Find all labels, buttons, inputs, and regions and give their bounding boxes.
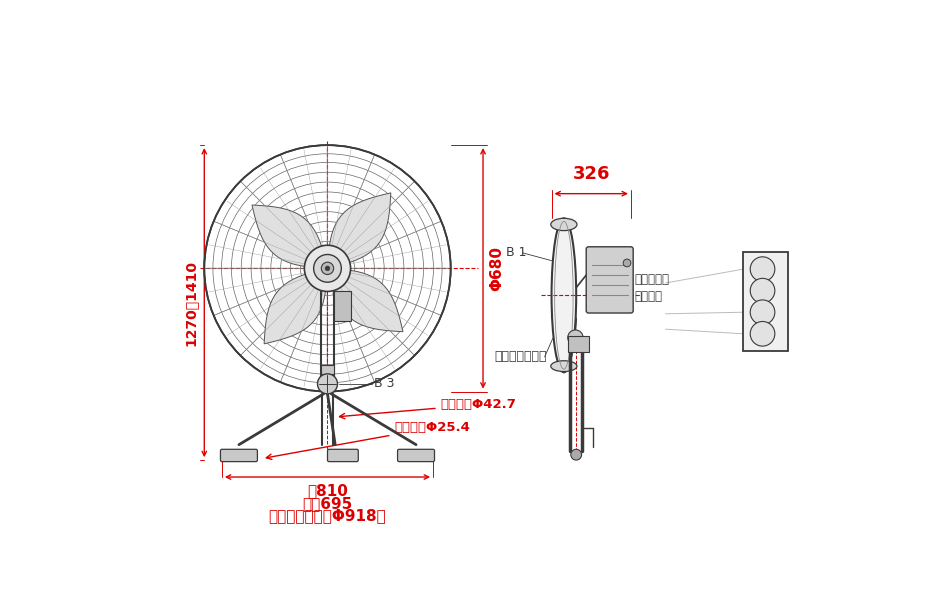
Text: Φ680: Φ680 (489, 246, 504, 291)
Text: ガード部Ａ－Ａ: ガード部Ａ－Ａ (495, 350, 547, 364)
Circle shape (321, 262, 333, 275)
Text: パイプ径Φ25.4: パイプ径Φ25.4 (266, 421, 470, 460)
Circle shape (325, 266, 330, 271)
Circle shape (317, 374, 337, 394)
Polygon shape (328, 193, 390, 268)
FancyBboxPatch shape (334, 292, 352, 321)
Text: 弱: 弱 (779, 308, 784, 317)
Text: B 1: B 1 (506, 247, 526, 259)
Circle shape (750, 278, 775, 303)
FancyBboxPatch shape (743, 252, 788, 351)
FancyBboxPatch shape (220, 449, 257, 461)
Circle shape (750, 322, 775, 346)
Polygon shape (328, 268, 403, 332)
Circle shape (304, 245, 351, 292)
Ellipse shape (551, 218, 577, 230)
FancyBboxPatch shape (320, 365, 334, 374)
Text: 上下首振り
固定ねじ: 上下首振り 固定ねじ (635, 272, 670, 302)
Polygon shape (252, 205, 328, 268)
Circle shape (571, 449, 581, 460)
Circle shape (623, 259, 631, 267)
Ellipse shape (551, 361, 577, 371)
Circle shape (314, 254, 341, 282)
Text: パイプ径Φ42.7: パイプ径Φ42.7 (339, 398, 517, 419)
FancyBboxPatch shape (328, 449, 358, 461)
Text: 奥行695: 奥行695 (302, 496, 352, 511)
FancyBboxPatch shape (397, 449, 434, 461)
Text: 1270〜1410: 1270〜1410 (183, 260, 198, 346)
Text: B 3: B 3 (373, 377, 394, 391)
Circle shape (750, 300, 775, 325)
Text: 中: 中 (779, 286, 784, 295)
FancyBboxPatch shape (586, 247, 634, 313)
Circle shape (750, 257, 775, 281)
Text: 幅810: 幅810 (307, 484, 348, 499)
Text: 切: 切 (779, 329, 784, 338)
Text: 強: 強 (779, 265, 784, 274)
Ellipse shape (553, 220, 575, 371)
Text: （設置スペースΦ918）: （設置スペースΦ918） (269, 508, 387, 523)
Text: 326: 326 (573, 165, 610, 183)
Circle shape (568, 330, 583, 346)
Polygon shape (264, 268, 328, 344)
FancyBboxPatch shape (568, 336, 589, 352)
